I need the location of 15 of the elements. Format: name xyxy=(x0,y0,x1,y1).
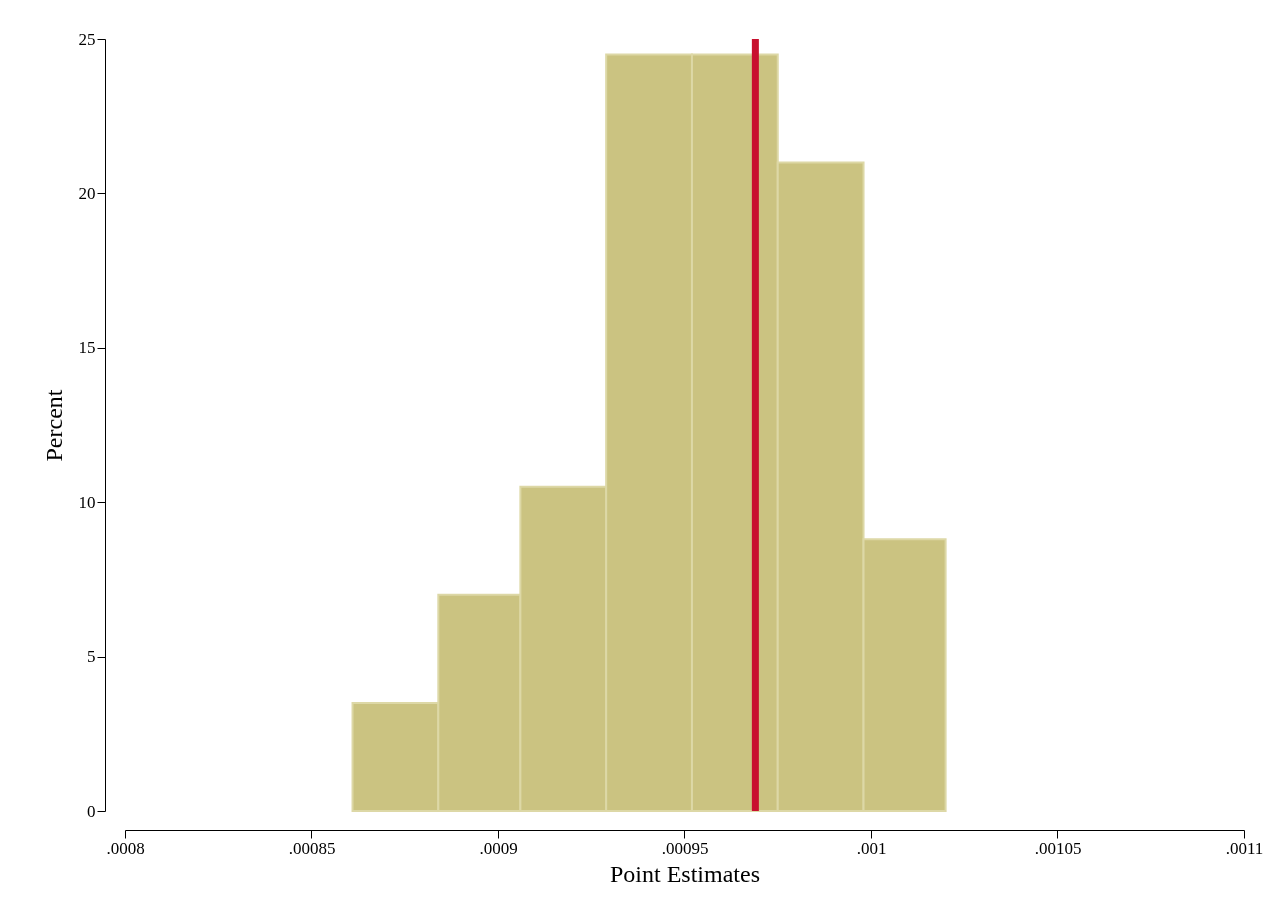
y-tick-label: 5 xyxy=(87,647,96,667)
x-tick-label: .00105 xyxy=(1034,838,1082,858)
x-tick-label: .00095 xyxy=(661,838,709,858)
x-axis-title: Point Estimates xyxy=(610,860,760,887)
x-tick-label: .001 xyxy=(856,838,887,858)
y-tick-label: 0 xyxy=(87,801,96,821)
x-tick-label: .0008 xyxy=(106,838,145,858)
x-tick-label: .0011 xyxy=(1225,838,1264,858)
y-tick-label: 10 xyxy=(78,492,96,512)
y-tick-label: 25 xyxy=(78,29,96,49)
y-tick-label: 20 xyxy=(78,183,96,203)
y-tick-label: 15 xyxy=(78,338,96,358)
x-tick-label: .00085 xyxy=(288,838,336,858)
x-tick-label: .0009 xyxy=(479,838,518,858)
y-axis-title: Percent xyxy=(40,389,67,462)
